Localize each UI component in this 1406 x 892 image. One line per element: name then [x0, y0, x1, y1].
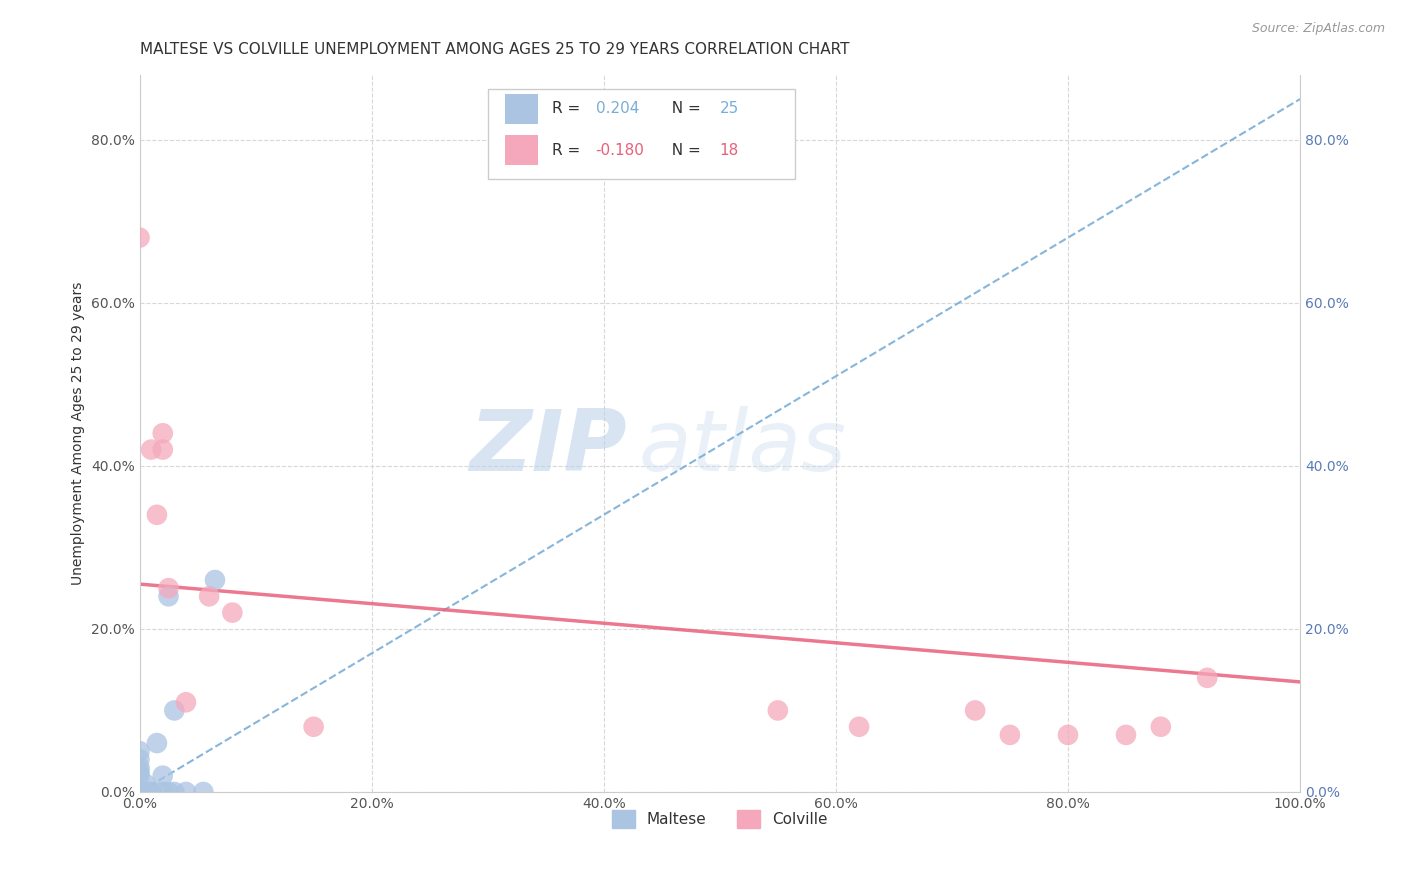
Point [174, 695, 197, 709]
Point [134, 777, 156, 791]
Point [128, 752, 150, 766]
Point [139, 442, 162, 457]
Point [157, 785, 180, 799]
Point [152, 769, 174, 783]
Text: -0.180: -0.180 [596, 143, 644, 158]
Point [157, 590, 180, 604]
Point [163, 785, 186, 799]
Point [1115, 728, 1137, 742]
Point [128, 769, 150, 783]
Point [152, 442, 174, 457]
Point [198, 590, 221, 604]
Text: atlas: atlas [638, 406, 846, 489]
Point [146, 508, 169, 522]
Point [128, 785, 150, 799]
Point [128, 785, 150, 799]
Point [204, 573, 226, 587]
Point [221, 606, 243, 620]
Point [139, 785, 162, 799]
Text: Source: ZipAtlas.com: Source: ZipAtlas.com [1251, 22, 1385, 36]
Point [302, 720, 325, 734]
Text: N =: N = [662, 102, 706, 116]
Point [128, 764, 150, 779]
Text: R =: R = [551, 143, 585, 158]
Point [1197, 671, 1219, 685]
Point [848, 720, 870, 734]
Point [134, 785, 156, 799]
Text: MALTESE VS COLVILLE UNEMPLOYMENT AMONG AGES 25 TO 29 YEARS CORRELATION CHART: MALTESE VS COLVILLE UNEMPLOYMENT AMONG A… [139, 42, 849, 57]
Bar [505, 135, 537, 165]
Text: ZIP: ZIP [470, 406, 627, 489]
Point [1057, 728, 1080, 742]
Point [128, 785, 150, 799]
Point [157, 581, 180, 595]
Bar [505, 94, 537, 124]
Legend: Maltese, Colville: Maltese, Colville [606, 804, 834, 835]
Text: 0.204: 0.204 [596, 102, 638, 116]
Point [766, 703, 789, 717]
Text: R =: R = [551, 102, 585, 116]
Text: 25: 25 [720, 102, 740, 116]
FancyBboxPatch shape [488, 89, 796, 178]
Point [152, 785, 174, 799]
Point [139, 785, 162, 799]
Point [146, 736, 169, 750]
Text: N =: N = [662, 143, 706, 158]
Point [163, 703, 186, 717]
Point [965, 703, 987, 717]
Point [128, 230, 150, 244]
Y-axis label: Unemployment Among Ages 25 to 29 years: Unemployment Among Ages 25 to 29 years [72, 282, 86, 585]
Point [128, 785, 150, 799]
Point [998, 728, 1021, 742]
Point [193, 785, 215, 799]
Point [152, 426, 174, 441]
Point [128, 744, 150, 758]
Point [1150, 720, 1173, 734]
Point [128, 785, 150, 799]
Point [128, 760, 150, 774]
Point [128, 785, 150, 799]
Text: 18: 18 [720, 143, 740, 158]
Point [174, 785, 197, 799]
